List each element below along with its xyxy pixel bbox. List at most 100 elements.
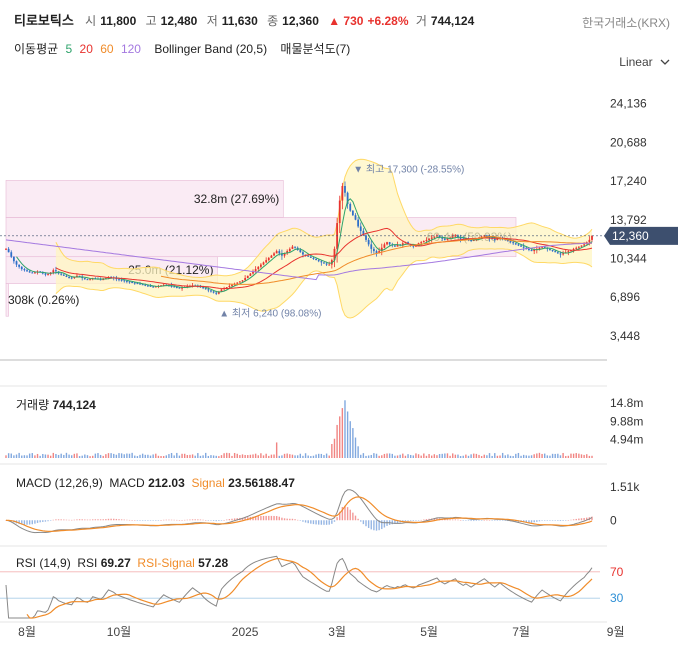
- candle-body: [20, 266, 23, 270]
- bollinger-label[interactable]: Bollinger Band (20,5): [154, 42, 268, 56]
- macd-histogram-bar: [226, 519, 228, 521]
- candle-body: [267, 257, 270, 261]
- macd-histogram-bar: [63, 519, 65, 521]
- macd-histogram-bar: [136, 520, 139, 521]
- macd-histogram-bar: [220, 520, 223, 521]
- volume-bar: [18, 452, 20, 458]
- macd-histogram-bar: [299, 520, 302, 521]
- macd-histogram-bar: [183, 519, 186, 521]
- candle-body: [207, 289, 210, 291]
- volume-bar: [346, 411, 349, 458]
- candle-body: [575, 247, 578, 249]
- macd-signal-value: 23.56188.47: [228, 476, 295, 490]
- volume-bar: [220, 455, 223, 458]
- volume-bar: [63, 454, 65, 458]
- candle-body: [485, 235, 488, 237]
- candle-body: [7, 248, 10, 253]
- volume-profile-label[interactable]: 매물분석도(7): [280, 42, 351, 56]
- macd-axis-tick: 0: [610, 513, 617, 527]
- candle-body: [86, 279, 89, 281]
- macd-histogram-bar: [467, 520, 470, 521]
- volume-bar: [302, 455, 304, 458]
- macd-histogram-bar: [223, 520, 225, 521]
- candle-body: [34, 272, 36, 274]
- macd-histogram-bar: [181, 519, 183, 521]
- candle-body: [47, 274, 49, 276]
- candle-body: [241, 280, 244, 282]
- macd-histogram-bar: [391, 520, 393, 525]
- change-value: ▲ 730: [328, 14, 364, 28]
- macd-histogram-bar: [152, 520, 154, 521]
- candle-body: [76, 275, 78, 277]
- candle-body: [520, 245, 522, 247]
- macd-histogram-bar: [549, 520, 551, 521]
- volume-bar: [81, 455, 83, 458]
- volume-bar: [265, 453, 267, 458]
- volume-bar: [70, 455, 73, 458]
- high-label: 고: [145, 14, 157, 28]
- volume-bar: [149, 455, 152, 458]
- price-axis-tick: 10,344: [610, 251, 647, 265]
- macd-histogram-bar: [191, 519, 194, 521]
- rsi-value: 69.27: [100, 556, 131, 570]
- macd-histogram-bar: [81, 519, 83, 521]
- candle-body: [380, 247, 383, 252]
- macd-panel-label: MACD (12,26,9) MACD 212.03 Signal 23.561…: [16, 476, 295, 490]
- candle-body: [317, 260, 320, 262]
- macd-histogram-bar: [68, 519, 70, 521]
- volume-bar: [260, 453, 262, 458]
- macd-histogram-bar: [134, 520, 136, 521]
- macd-histogram-bar: [449, 519, 451, 521]
- volume-bar: [118, 453, 120, 458]
- ma20-label[interactable]: 20: [79, 42, 93, 56]
- macd-histogram-bar: [139, 520, 141, 521]
- macd-histogram-bar: [178, 520, 181, 521]
- volume-bar: [480, 456, 483, 458]
- volume-bar: [509, 455, 512, 458]
- macd-histogram-bar: [530, 520, 533, 523]
- candle-body: [78, 275, 81, 277]
- volume-bar: [362, 453, 365, 458]
- volume-bar: [147, 454, 149, 458]
- candle-body: [26, 270, 28, 272]
- macd-histogram-bar: [551, 520, 554, 521]
- candle-body: [457, 235, 459, 238]
- candle-body: [252, 271, 254, 274]
- rsi-signal-label: RSI-Signal: [137, 556, 195, 570]
- volume-bar: [409, 454, 412, 458]
- candle-body: [52, 270, 55, 273]
- macd-histogram-bar: [78, 519, 81, 521]
- macd-histogram-bar: [536, 520, 538, 522]
- price-axis-tick: 20,688: [610, 135, 647, 149]
- macd-histogram-bar: [94, 519, 97, 521]
- scale-selector[interactable]: Linear: [619, 55, 670, 69]
- ma60-label[interactable]: 60: [100, 42, 114, 56]
- candle-body: [55, 270, 57, 272]
- candle-body: [530, 249, 533, 252]
- volume-bar: [299, 453, 302, 458]
- candle-body: [65, 275, 68, 277]
- ma120-label[interactable]: 120: [120, 42, 141, 56]
- candle-body: [333, 248, 336, 261]
- volume-bar: [412, 455, 415, 458]
- volume-bar: [496, 455, 499, 458]
- macd-histogram-bar: [499, 520, 501, 521]
- macd-histogram-bar: [349, 509, 351, 521]
- candle-body: [338, 200, 341, 224]
- candle-body: [5, 248, 7, 250]
- ma5-label[interactable]: 5: [65, 42, 73, 56]
- candle-body: [370, 244, 373, 249]
- candle-body: [23, 269, 26, 271]
- macd-histogram-bar: [559, 520, 562, 522]
- volume-bar: [283, 453, 286, 458]
- ma-label[interactable]: 이동평균: [14, 42, 59, 56]
- macd-histogram-bar: [110, 518, 112, 521]
- candle-body: [120, 279, 123, 281]
- macd-histogram-bar: [268, 515, 270, 521]
- volume-bar: [378, 455, 380, 458]
- macd-histogram-bar: [323, 520, 325, 525]
- macd-histogram-bar: [36, 520, 39, 523]
- macd-histogram-bar: [23, 520, 26, 525]
- macd-histogram-bar: [333, 520, 336, 522]
